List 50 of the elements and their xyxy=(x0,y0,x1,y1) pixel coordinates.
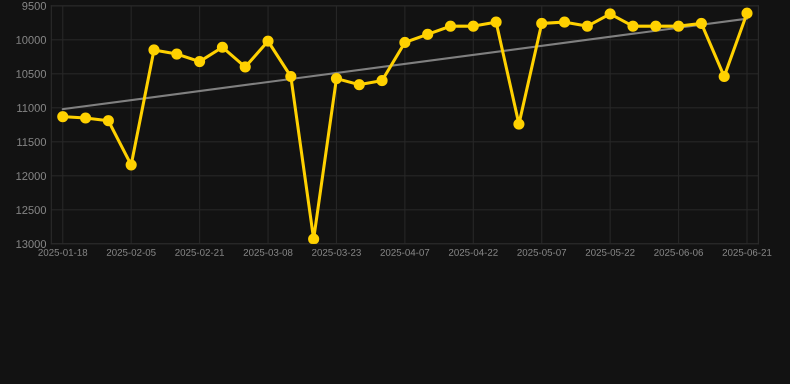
x-tick-label: 2025-04-22 xyxy=(448,248,498,256)
point xyxy=(57,111,68,122)
point xyxy=(148,44,160,56)
point xyxy=(126,159,137,170)
y-tick-label: 10000 xyxy=(16,36,46,44)
point xyxy=(422,28,434,40)
x-tick-label: 2025-03-08 xyxy=(244,248,292,256)
point xyxy=(696,18,707,29)
x-tick-label: 2025-04-07 xyxy=(380,248,430,256)
point xyxy=(718,70,730,82)
y-tick-label: 9500 xyxy=(22,2,46,10)
point xyxy=(262,36,274,47)
y-tick-label: 13000 xyxy=(16,240,46,248)
point xyxy=(399,36,410,48)
point xyxy=(604,8,616,20)
y-tick-label: 12500 xyxy=(16,206,46,214)
point xyxy=(102,115,114,126)
x-tick-label: 2025-05-22 xyxy=(586,248,635,256)
point xyxy=(444,20,456,32)
x-tick-label: 2025-02-21 xyxy=(175,248,224,256)
y-tick-label: 10500 xyxy=(16,70,46,78)
point xyxy=(285,70,296,82)
point xyxy=(354,79,365,90)
point xyxy=(171,48,182,60)
point xyxy=(490,16,502,28)
x-tick-label: 2025-05-07 xyxy=(517,248,566,256)
point xyxy=(741,8,753,19)
point xyxy=(308,234,320,244)
x-tick-label: 2025-03-23 xyxy=(312,248,361,256)
point xyxy=(376,75,388,86)
point xyxy=(240,61,251,73)
x-tick-label: 2025-02-05 xyxy=(106,248,156,256)
point xyxy=(627,20,639,32)
x-tick-label: 2025-01-18 xyxy=(38,248,88,256)
point xyxy=(80,112,92,124)
point xyxy=(330,72,342,84)
y-tick-label: 11000 xyxy=(17,104,46,112)
point xyxy=(468,20,479,32)
point xyxy=(216,42,228,53)
y-tick-label: 11500 xyxy=(17,138,46,146)
point xyxy=(513,118,524,130)
point xyxy=(673,20,684,32)
point xyxy=(650,20,662,32)
y-tick-label: 12000 xyxy=(16,172,46,180)
point xyxy=(194,56,206,68)
point xyxy=(558,16,570,28)
x-tick-label: 2025-06-06 xyxy=(654,248,704,256)
point xyxy=(582,20,593,32)
point xyxy=(536,18,548,29)
x-tick-label: 2025-06-21 xyxy=(722,248,772,256)
